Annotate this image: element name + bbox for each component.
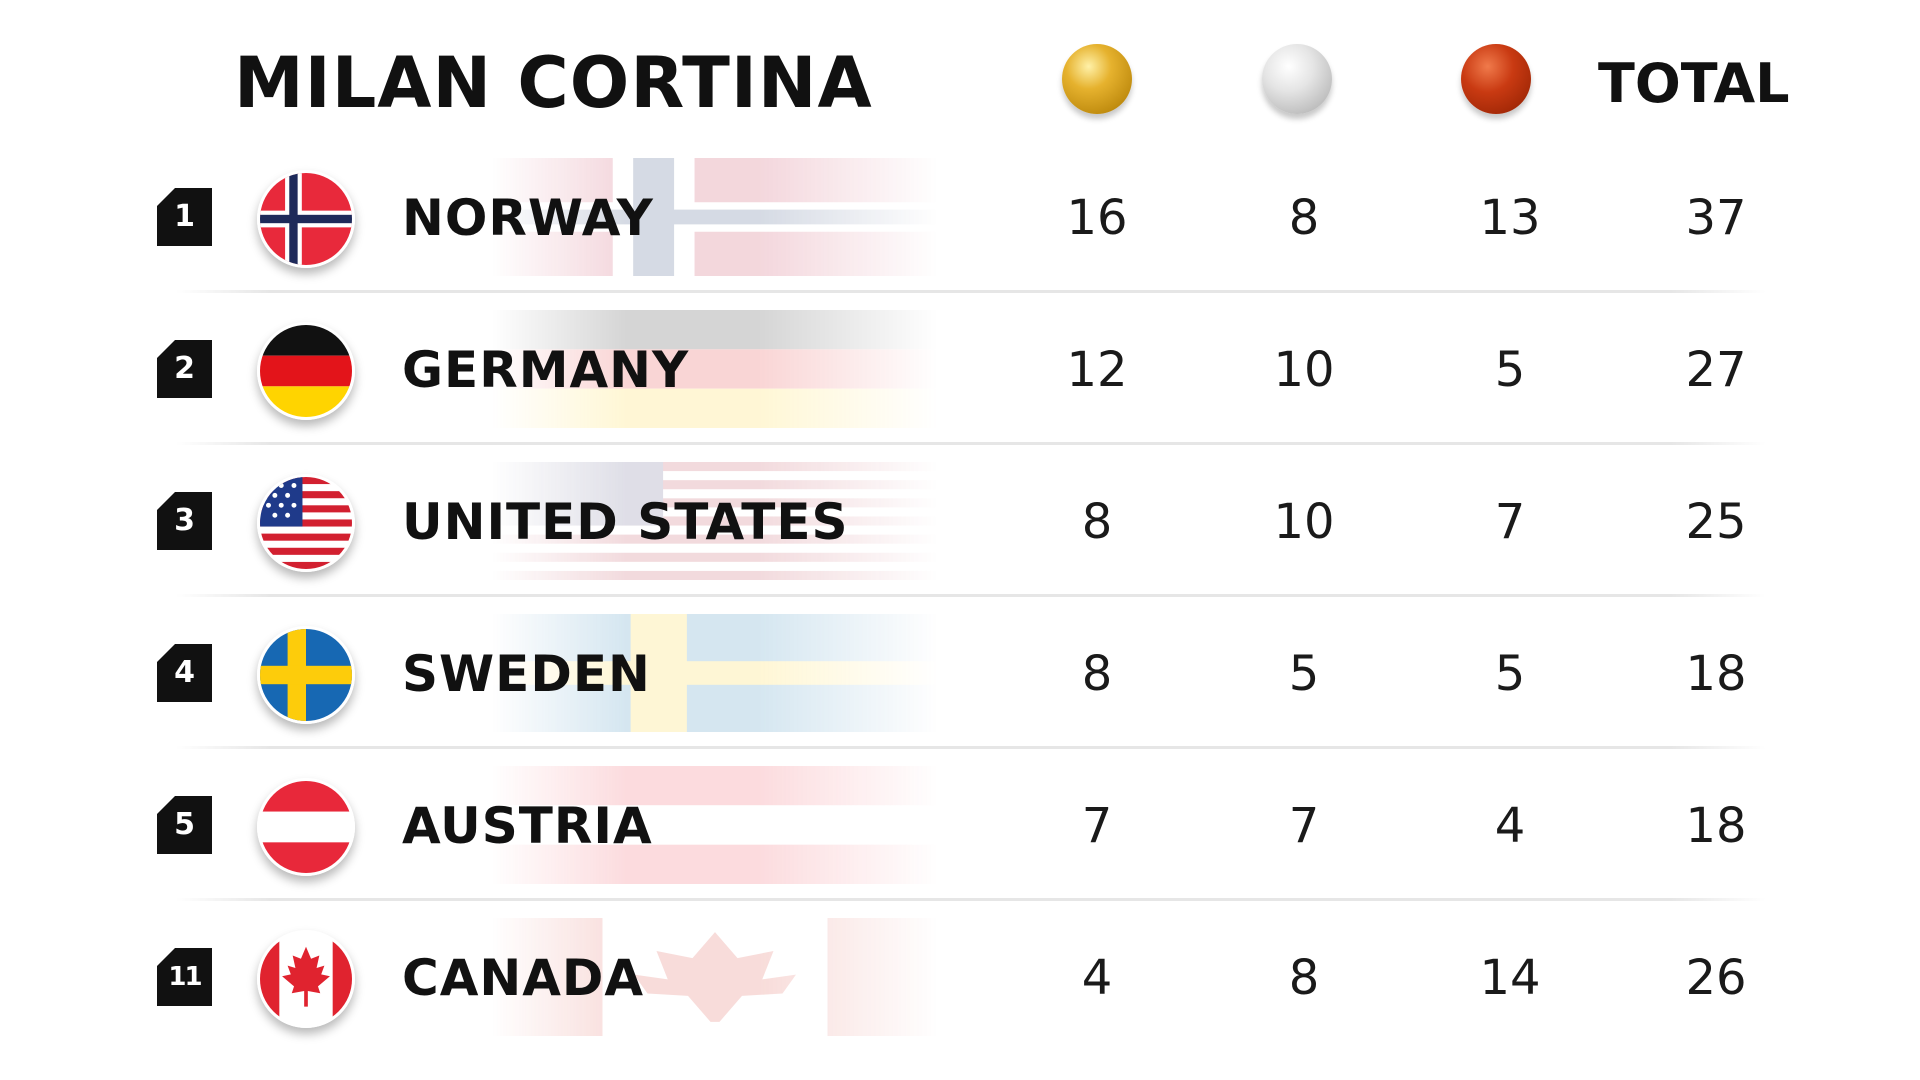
rank-badge: 2 [157, 340, 212, 398]
norway-flag-watermark [490, 158, 940, 276]
country-name: SWEDEN [402, 645, 651, 703]
total-count: 18 [1685, 646, 1747, 702]
total-column-header: TOTAL [1598, 52, 1790, 115]
total-count: 18 [1685, 798, 1747, 854]
germany-flag-watermark [490, 310, 940, 428]
row-divider [176, 290, 1766, 293]
bronze-count: 5 [1494, 342, 1526, 398]
table-row: 1 NORWAY 16 8 13 37 [0, 150, 1920, 302]
gold-count: 16 [1066, 190, 1128, 246]
rank-badge: 3 [157, 492, 212, 550]
total-count: 27 [1685, 342, 1747, 398]
page-title: MILAN CORTINA [234, 42, 873, 124]
table-row: 11 CANADA 4 8 14 26 [0, 910, 1920, 1062]
bronze-count: 4 [1494, 798, 1526, 854]
country-name: CANADA [402, 949, 645, 1007]
germany-flag-icon [257, 322, 355, 420]
bronze-count: 7 [1494, 494, 1526, 550]
gold-medal-icon [1062, 44, 1132, 114]
table-row: 5 AUSTRIA 7 7 4 18 [0, 758, 1920, 910]
table-row: 4 SWEDEN 8 5 5 18 [0, 606, 1920, 758]
country-name: NORWAY [402, 189, 654, 247]
canada-flag-icon [257, 930, 355, 1028]
rank-badge: 4 [157, 644, 212, 702]
row-divider [176, 594, 1766, 597]
row-divider [176, 746, 1766, 749]
bronze-count: 5 [1494, 646, 1526, 702]
bronze-count: 13 [1479, 190, 1541, 246]
total-count: 26 [1685, 950, 1747, 1006]
row-divider [176, 442, 1766, 445]
austria-flag-icon [257, 778, 355, 876]
bronze-count: 14 [1479, 950, 1541, 1006]
total-count: 25 [1685, 494, 1747, 550]
total-count: 37 [1685, 190, 1747, 246]
silver-count: 10 [1273, 494, 1335, 550]
table-row: 2 GERMANY 12 10 5 27 [0, 302, 1920, 454]
gold-count: 12 [1066, 342, 1128, 398]
country-name: UNITED STATES [402, 493, 849, 551]
silver-medal-icon [1262, 44, 1332, 114]
row-divider [176, 898, 1766, 901]
silver-count: 5 [1288, 646, 1320, 702]
table-row: 3 UNITED STATES 8 10 7 25 [0, 454, 1920, 606]
rank-badge: 5 [157, 796, 212, 854]
silver-count: 7 [1288, 798, 1320, 854]
united-states-flag-icon [257, 474, 355, 572]
austria-flag-watermark [490, 766, 940, 884]
country-name: AUSTRIA [402, 797, 653, 855]
country-name: GERMANY [402, 341, 690, 399]
gold-count: 4 [1081, 950, 1113, 1006]
silver-count: 10 [1273, 342, 1335, 398]
canada-flag-watermark [490, 918, 940, 1036]
gold-count: 8 [1081, 646, 1113, 702]
sweden-flag-watermark [490, 614, 940, 732]
gold-count: 8 [1081, 494, 1113, 550]
rank-badge: 11 [157, 948, 212, 1006]
united-states-flag-watermark [490, 462, 940, 580]
sweden-flag-icon [257, 626, 355, 724]
rank-badge: 1 [157, 188, 212, 246]
silver-count: 8 [1288, 950, 1320, 1006]
norway-flag-icon [257, 170, 355, 268]
silver-count: 8 [1288, 190, 1320, 246]
gold-count: 7 [1081, 798, 1113, 854]
bronze-medal-icon [1461, 44, 1531, 114]
